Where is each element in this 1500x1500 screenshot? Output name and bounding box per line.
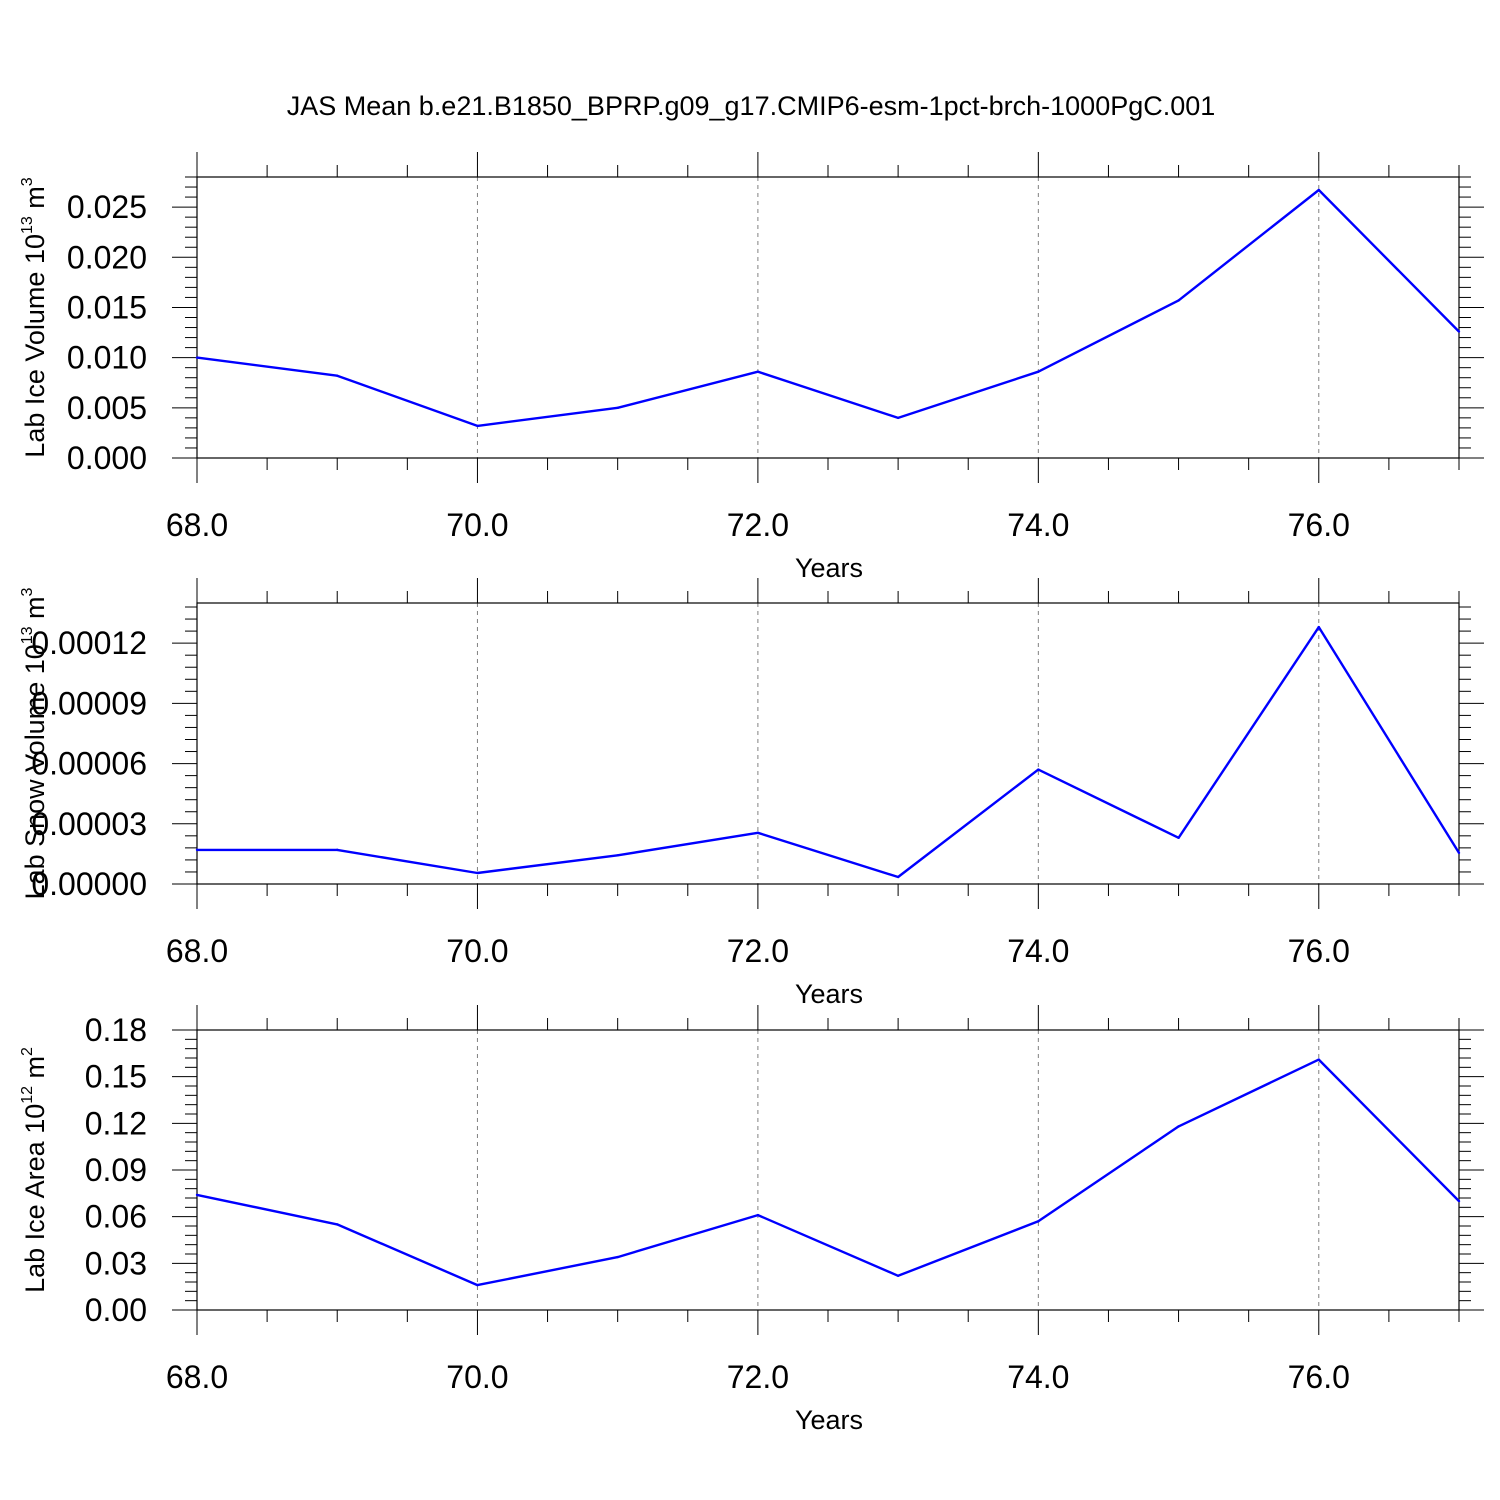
y-tick-label: 0.18 <box>85 1012 147 1048</box>
x-tick-label: 72.0 <box>727 1359 789 1395</box>
series-line <box>196 1058 1460 1287</box>
y-tick-label: 0.00 <box>85 1292 147 1328</box>
y-tick-label: 0.00006 <box>31 746 147 782</box>
y-tick-label: 0.00003 <box>31 806 147 842</box>
y-tick-label: 0.00009 <box>31 685 147 721</box>
figure-title: JAS Mean b.e21.B1850_BPRP.g09_g17.CMIP6-… <box>287 91 1216 121</box>
data-point <box>1317 1058 1320 1061</box>
data-point <box>195 1193 199 1197</box>
y-axis-label-unit: m <box>20 1056 50 1086</box>
data-point <box>1457 330 1461 333</box>
data-point <box>1317 188 1320 192</box>
x-tick-label: 76.0 <box>1288 1359 1350 1395</box>
data-point <box>896 416 900 420</box>
x-tick-label: 74.0 <box>1007 933 1069 969</box>
data-point <box>1317 625 1320 629</box>
data-point <box>616 406 619 410</box>
y-axis-label: Lab Ice Area 1012 m2 <box>19 1047 50 1293</box>
x-tick-label: 68.0 <box>166 507 228 543</box>
data-point <box>896 875 900 879</box>
y-tick-label: 0.00012 <box>31 625 147 661</box>
x-axis-label: Years <box>795 979 863 1009</box>
y-axis-label-main: Lab Ice Volume 10 <box>20 234 50 458</box>
data-point <box>756 1213 760 1217</box>
y-axis-label: Lab Ice Volume 1013 m3 <box>19 177 50 457</box>
y-tick-label: 0.005 <box>67 390 147 426</box>
y-axis-label-unit-exponent: 3 <box>19 177 36 186</box>
data-point <box>616 854 619 857</box>
data-point <box>1037 1220 1040 1223</box>
data-point <box>476 1283 479 1287</box>
data-point <box>476 424 479 428</box>
y-tick-label: 0.010 <box>67 340 147 376</box>
x-tick-label: 76.0 <box>1288 507 1350 543</box>
x-tick-label: 72.0 <box>727 507 789 543</box>
y-axis-label-main: Lab Snow Volume 10 <box>20 644 50 899</box>
y-axis-label-main: Lab Ice Area 10 <box>20 1104 50 1293</box>
y-axis-label-exponent: 12 <box>19 1086 36 1104</box>
series-line <box>197 625 1461 879</box>
y-tick-label: 0.025 <box>67 189 147 225</box>
y-tick-label: 0.15 <box>85 1059 147 1095</box>
panel-2: 68.0 70.0 72.0 74.0 76.0 0.00000 0.00003 0.0000… <box>19 578 1484 1009</box>
x-tick-label: 70.0 <box>446 933 508 969</box>
y-tick-label: 0.000 <box>67 440 147 476</box>
panels: 68.0 70.0 72.0 74.0 76.0 0.000 0.005 0.010 0.015… <box>19 152 1484 1435</box>
data-point <box>336 374 339 377</box>
y-tick-label: 0.09 <box>85 1152 147 1188</box>
data-point <box>756 831 760 835</box>
panel-3: 68.0 70.0 72.0 74.0 76.0 0.00 0.03 0.06 0.09 0.12… <box>19 1005 1484 1435</box>
y-axis-label-unit-exponent: 2 <box>19 1047 36 1056</box>
y-tick-label: 0.020 <box>67 239 147 275</box>
data-point <box>476 871 479 875</box>
x-tick-label: 74.0 <box>1007 1359 1069 1395</box>
x-tick-label: 68.0 <box>166 933 228 969</box>
y-axis-label-exponent: 13 <box>19 216 36 234</box>
y-tick-label: 0.00000 <box>31 866 147 902</box>
y-axis-label-unit: m <box>20 596 50 626</box>
x-tick-label: 70.0 <box>446 1359 508 1395</box>
y-tick-label: 0.12 <box>85 1105 147 1141</box>
x-tick-label: 74.0 <box>1007 507 1069 543</box>
data-point <box>1177 1125 1180 1128</box>
y-tick-label: 0.015 <box>67 289 147 325</box>
x-tick-label: 68.0 <box>166 1359 228 1395</box>
data-point <box>896 1274 900 1277</box>
x-tick-label: 72.0 <box>727 933 789 969</box>
data-point <box>1457 1199 1461 1203</box>
data-point <box>1037 370 1040 373</box>
y-axis-label-unit-exponent: 3 <box>19 587 36 596</box>
data-point <box>336 1223 339 1226</box>
y-axis-label-unit: m <box>20 186 50 216</box>
data-point <box>195 356 199 359</box>
y-tick-label: 0.03 <box>85 1245 147 1281</box>
x-axis-label: Years <box>795 553 863 583</box>
y-tick-label: 0.06 <box>85 1199 147 1235</box>
x-tick-label: 70.0 <box>446 507 508 543</box>
y-axis-label: Lab Snow Volume 1013 m3 <box>19 587 50 899</box>
data-point <box>1177 836 1180 840</box>
series-line <box>196 188 1460 428</box>
data-point <box>1037 768 1040 771</box>
data-point <box>195 848 199 852</box>
data-point <box>1177 299 1180 302</box>
data-point <box>1457 851 1461 855</box>
x-axis-label: Years <box>795 1405 863 1435</box>
x-tick-label: 76.0 <box>1288 933 1350 969</box>
data-point <box>756 370 760 373</box>
y-axis-label-exponent: 13 <box>19 626 36 644</box>
panel-1: 68.0 70.0 72.0 74.0 76.0 0.000 0.005 0.010 0.015… <box>19 152 1484 583</box>
data-point <box>616 1255 619 1259</box>
data-point <box>336 848 339 852</box>
